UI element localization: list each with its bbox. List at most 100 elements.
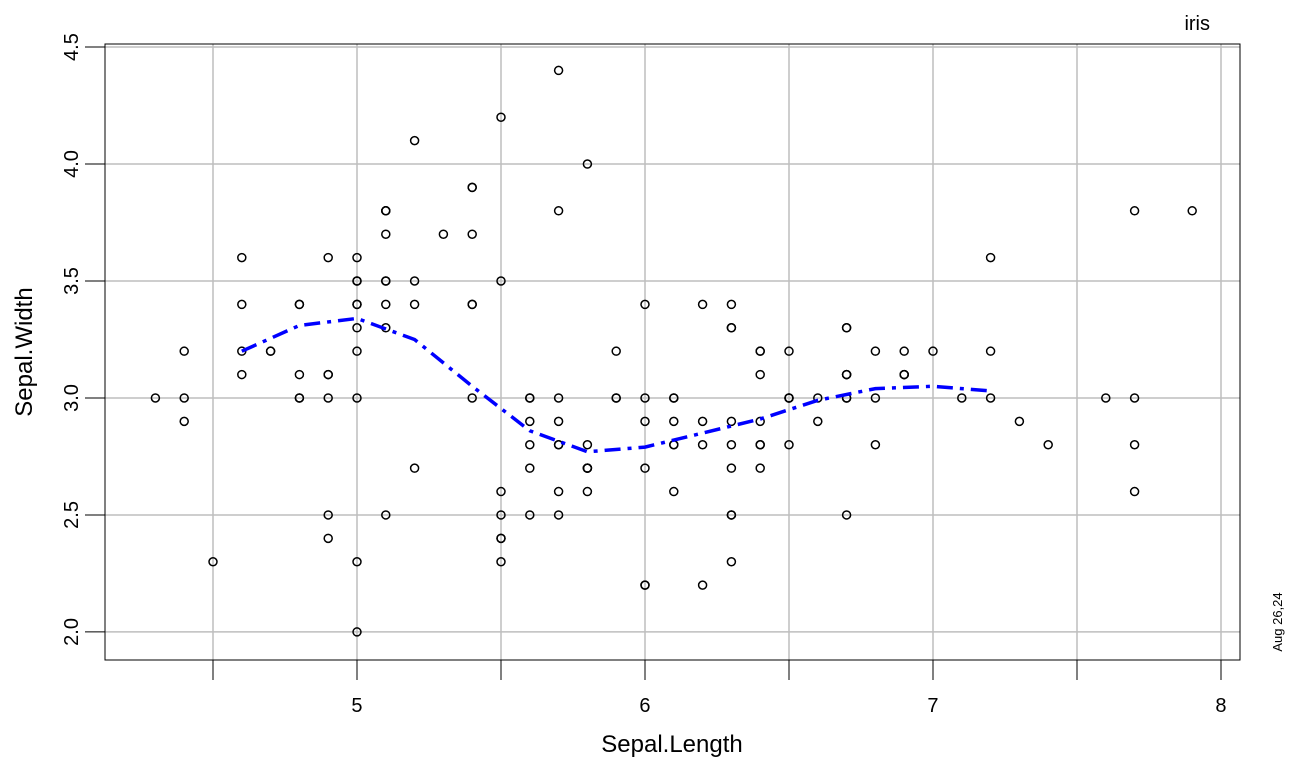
point (784, 346, 794, 356)
point (496, 486, 506, 497)
point (1043, 440, 1053, 450)
point (1129, 206, 1140, 216)
point (179, 346, 189, 356)
point (525, 393, 535, 403)
point (755, 463, 765, 473)
point (525, 440, 535, 450)
point (237, 252, 247, 263)
point (669, 486, 679, 497)
point (179, 416, 189, 427)
x-tick-label: 6 (639, 695, 650, 717)
point (928, 346, 938, 356)
point (582, 486, 593, 497)
point (726, 510, 737, 520)
point (1129, 486, 1140, 497)
point (323, 533, 333, 544)
point (582, 463, 593, 473)
point (697, 440, 708, 450)
point (496, 556, 506, 567)
point (381, 276, 391, 286)
point (899, 346, 909, 356)
point (525, 510, 535, 520)
point (726, 323, 737, 333)
point (179, 393, 189, 403)
point (150, 393, 161, 403)
point (755, 440, 765, 450)
point (553, 206, 564, 216)
point (669, 440, 679, 450)
y-tick-label: 3.0 (61, 384, 83, 412)
point (870, 440, 881, 450)
point (582, 159, 593, 169)
point (813, 416, 823, 427)
point (496, 112, 506, 122)
y-tick-label: 4.5 (61, 33, 83, 61)
point (553, 486, 564, 497)
point (467, 299, 477, 310)
point (496, 533, 506, 544)
y-tick-label: 4.0 (61, 150, 83, 178)
x-axis-title: Sepal.Length (601, 731, 742, 758)
y-tick-label: 2.5 (61, 501, 83, 529)
point (352, 276, 362, 286)
point (1187, 206, 1197, 216)
point (352, 627, 362, 637)
point (352, 346, 362, 356)
point (525, 463, 535, 473)
point (553, 510, 564, 520)
point (669, 416, 679, 427)
point (294, 299, 305, 310)
point (553, 416, 564, 427)
point (640, 416, 650, 427)
point (1014, 416, 1025, 427)
point (726, 299, 737, 310)
y-axis-title: Sepal.Width (11, 287, 38, 416)
x-tick-label: 8 (1215, 695, 1226, 717)
point (208, 556, 218, 567)
point (467, 393, 477, 403)
point (784, 393, 794, 403)
point (582, 440, 593, 450)
point (323, 393, 333, 403)
point (352, 393, 362, 403)
point (265, 346, 276, 356)
point (553, 393, 564, 403)
point (726, 416, 737, 427)
caption: Aug 26,24 (1270, 592, 1285, 651)
point (409, 299, 420, 310)
point (553, 65, 564, 76)
point (870, 393, 881, 403)
point (957, 393, 967, 403)
point (409, 463, 420, 473)
point (553, 440, 564, 450)
y-tick-label: 2.0 (61, 618, 83, 646)
point (1129, 440, 1140, 450)
point (755, 369, 765, 380)
point (870, 346, 881, 356)
point (467, 229, 477, 239)
point (381, 229, 391, 239)
point (640, 463, 650, 473)
point (237, 369, 247, 380)
point (467, 182, 477, 193)
point (352, 252, 362, 263)
point (1101, 393, 1111, 403)
point (381, 510, 391, 520)
point (755, 346, 765, 356)
point (841, 510, 852, 520)
point (640, 299, 650, 310)
point (1129, 393, 1140, 403)
point (784, 440, 794, 450)
point (409, 276, 420, 286)
point (697, 580, 708, 590)
point (381, 299, 391, 310)
point (352, 323, 362, 333)
plot-frame (104, 43, 1241, 661)
point (352, 299, 362, 310)
point (726, 440, 737, 450)
point (438, 229, 449, 239)
point (640, 580, 650, 590)
smooth-line (241, 316, 991, 454)
point (697, 299, 708, 310)
point (611, 346, 621, 356)
